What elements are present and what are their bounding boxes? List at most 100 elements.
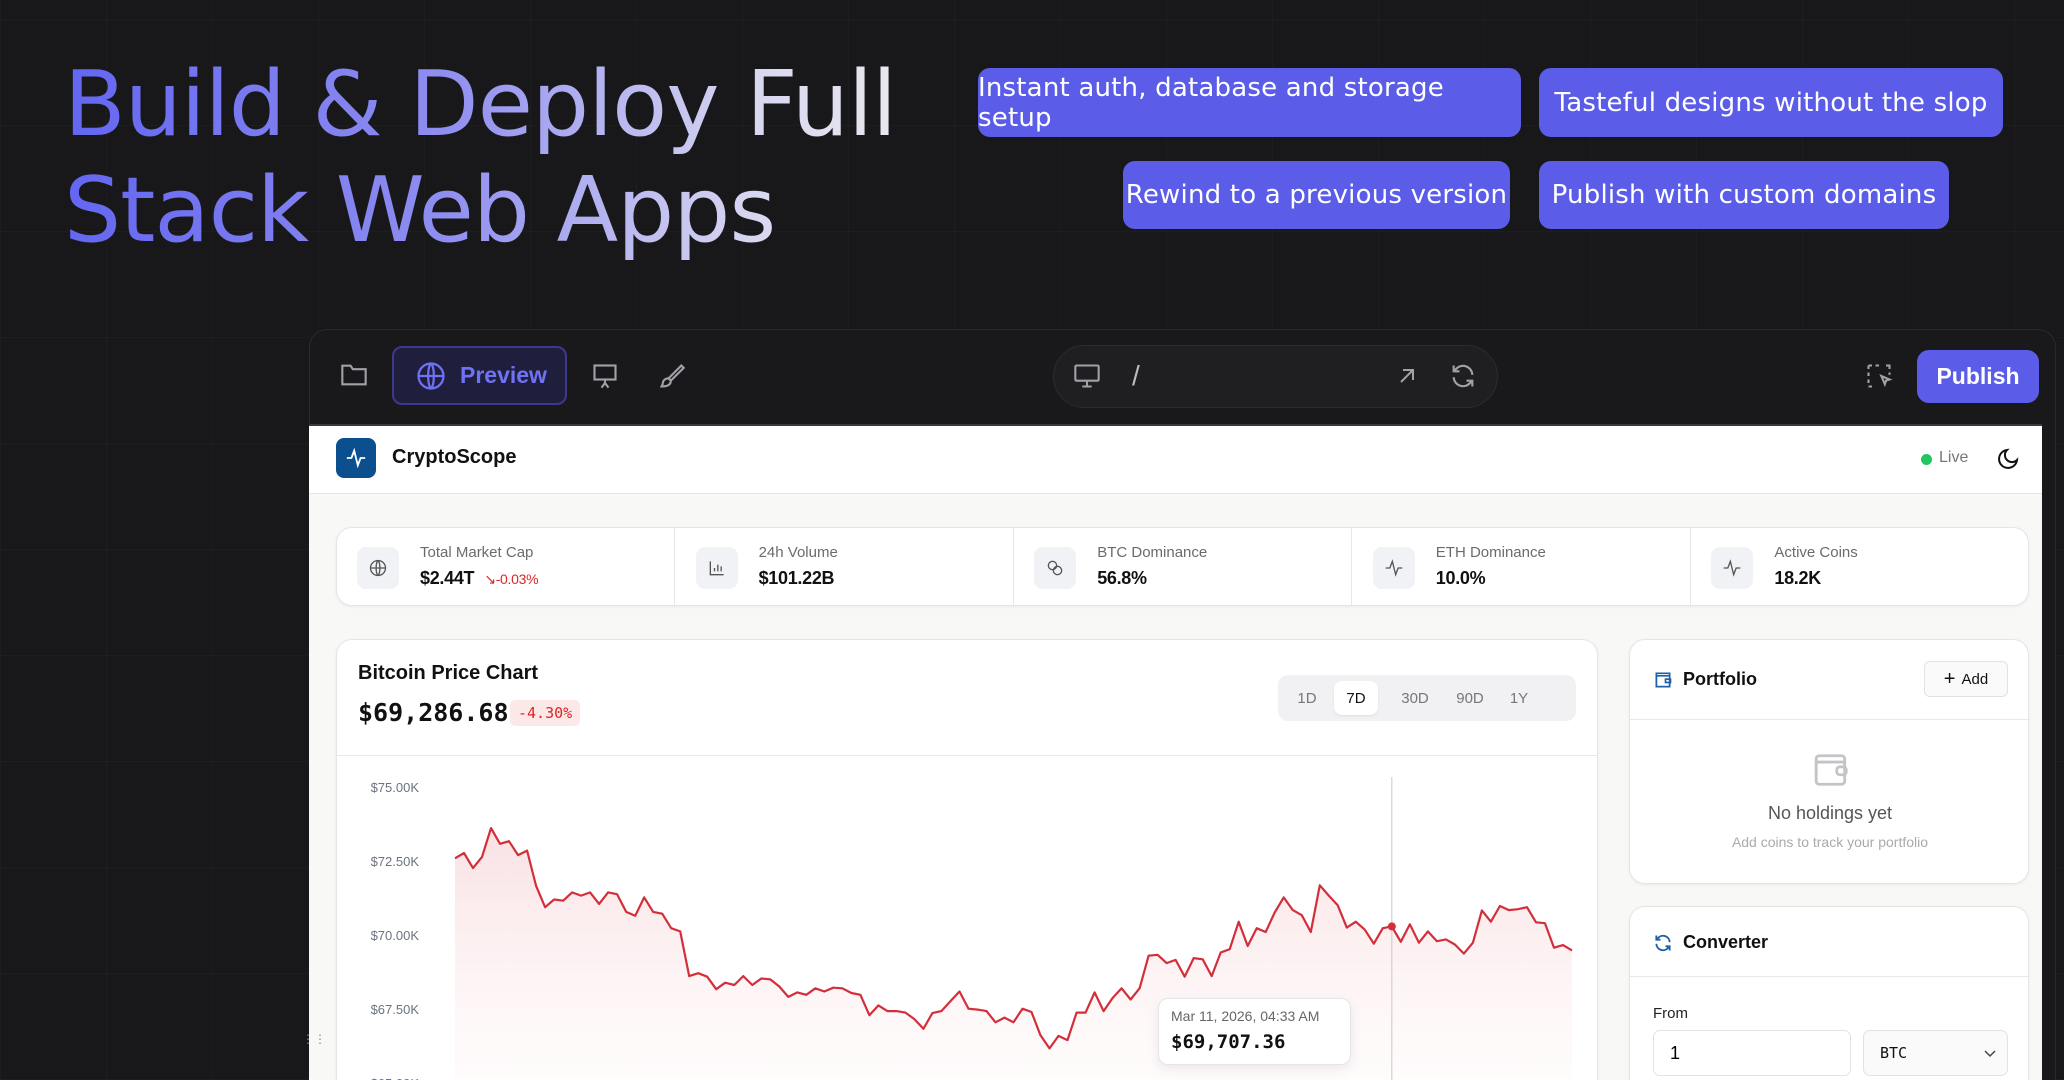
chart-tooltip: Mar 11, 2026, 04:33 AM $69,707.36 <box>1158 998 1351 1065</box>
y-tick-label: $65.00K <box>371 1076 420 1080</box>
moon-icon[interactable] <box>1996 447 2020 476</box>
add-label: Add <box>1961 670 1989 688</box>
y-tick-label: $67.50K <box>371 1002 420 1017</box>
hover-point <box>1387 922 1396 931</box>
stat-value-text: 56.8% <box>1097 568 1147 588</box>
converter-header: Converter <box>1630 907 2028 977</box>
wallet-empty-icon <box>1814 754 1848 786</box>
wallet-icon <box>1655 672 1672 688</box>
activity-icon <box>346 447 366 469</box>
publish-button[interactable]: Publish <box>1917 350 2039 403</box>
stat-value-text: 18.2K <box>1774 568 1821 588</box>
feature-pill-designs: Tasteful designs without the slop <box>1539 68 2003 137</box>
feature-pill-domains: Publish with custom domains <box>1539 161 1949 229</box>
feature-pill-auth: Instant auth, database and storage setup <box>978 68 1521 137</box>
y-tick-label: $70.00K <box>371 928 420 943</box>
feature-pill-rewind: Rewind to a previous version <box>1123 161 1510 229</box>
live-status: Live <box>1939 449 1969 466</box>
app-logo <box>336 438 376 478</box>
activity-icon <box>1711 547 1754 589</box>
app-name: CryptoScope <box>392 446 517 468</box>
stat-label: Total Market Cap <box>420 544 534 561</box>
portfolio-header: Portfolio + Add <box>1630 640 2030 720</box>
drag-handle-icon[interactable]: ⋮⋮ <box>302 1032 326 1046</box>
globe-icon <box>417 361 445 390</box>
range-tab-7d[interactable]: 7D <box>1334 681 1378 715</box>
app-preview: CryptoScope Live Total Market Cap $2.44T… <box>309 424 2042 1080</box>
price-line <box>454 827 1573 1050</box>
stat-change: ↘-0.03% <box>484 571 538 587</box>
tooltip-date: Mar 11, 2026, 04:33 AM <box>1171 1008 1320 1024</box>
stat-24h-volume: 24h Volume $101.22B <box>676 528 1014 605</box>
range-selector: 1D 7D 30D 90D 1Y <box>1278 675 1576 721</box>
globe-icon <box>357 547 399 589</box>
app-header: CryptoScope Live <box>309 426 2042 494</box>
tooltip-price: $69,707.36 <box>1171 1031 1286 1053</box>
price-chart-card: Bitcoin Price Chart $69,286.68 -4.30% 1D… <box>336 639 1598 1080</box>
range-tab-1y[interactable]: 1Y <box>1509 689 1529 707</box>
y-tick-label: $75.00K <box>371 780 420 795</box>
stat-total-market-cap: Total Market Cap $2.44T ↘-0.03% <box>337 528 675 605</box>
stat-value: $2.44T ↘-0.03% <box>420 568 539 589</box>
stat-label: Active Coins <box>1774 544 1858 561</box>
hero-heading: Build & Deploy Full Stack Web Apps <box>64 52 897 264</box>
stat-btc-dominance: BTC Dominance 56.8% <box>1014 528 1353 605</box>
stat-value-text: 10.0% <box>1435 568 1486 588</box>
price-area <box>455 828 1572 1080</box>
empty-title: No holdings yet <box>1767 803 1893 823</box>
presentation-icon[interactable] <box>591 362 619 395</box>
hero-line-2: Stack Web Apps <box>64 158 776 263</box>
range-tab-1d[interactable]: 1D <box>1297 689 1317 707</box>
current-price: $69,286.68 <box>358 698 509 727</box>
converter-title: Converter <box>1683 932 1769 952</box>
stat-value: 18.2K <box>1774 568 1821 589</box>
brush-icon[interactable] <box>658 362 686 395</box>
price-change-badge: -4.30% <box>510 700 581 726</box>
bar-chart-icon <box>695 547 738 589</box>
portfolio-card: Portfolio + Add No holdings yet Add coin… <box>1629 639 2030 884</box>
refresh-icon[interactable] <box>1449 362 1477 395</box>
stat-active-coins: Active Coins 18.2K <box>1691 528 2028 605</box>
from-label: From <box>1653 1005 1688 1022</box>
external-link-icon[interactable] <box>1395 364 1419 393</box>
y-tick-label: $72.50K <box>371 854 420 869</box>
stat-label: ETH Dominance <box>1435 544 1546 561</box>
add-holding-button[interactable]: + Add <box>1924 661 2008 697</box>
select-element-icon[interactable] <box>1865 362 1893 395</box>
activity-icon <box>1372 547 1415 589</box>
url-bar[interactable] <box>1053 345 1498 408</box>
stat-label: BTC Dominance <box>1097 544 1208 561</box>
stat-value-text: $2.44T <box>420 568 475 588</box>
empty-subtitle: Add coins to track your portfolio <box>1731 834 1929 850</box>
stat-change-text: -0.03% <box>495 571 539 587</box>
chart-title: Bitcoin Price Chart <box>358 662 539 684</box>
folder-icon[interactable] <box>340 362 368 393</box>
converter-card: Converter From BTC <box>1629 906 2029 1080</box>
stat-label: 24h Volume <box>758 544 838 561</box>
monitor-icon[interactable] <box>1073 362 1101 395</box>
preview-label: Preview <box>460 362 547 388</box>
from-coin-value: BTC <box>1880 1044 1908 1062</box>
refresh-icon <box>1655 934 1671 952</box>
range-tab-30d[interactable]: 30D <box>1401 689 1429 707</box>
stat-value: $101.22B <box>759 568 835 589</box>
stat-eth-dominance: ETH Dominance 10.0% <box>1353 528 1691 605</box>
trend-down-icon: ↘ <box>484 571 496 587</box>
hero-line-1: Build & Deploy Full <box>64 52 897 157</box>
portfolio-title: Portfolio <box>1683 669 1757 689</box>
plus-icon: + <box>1943 667 1956 690</box>
chevron-down-icon <box>1984 1050 1996 1058</box>
from-amount-input[interactable] <box>1653 1030 1851 1076</box>
preview-tab[interactable]: Preview <box>392 346 567 405</box>
stat-value: 56.8% <box>1097 568 1147 589</box>
stat-value: 10.0% <box>1436 568 1486 589</box>
market-stats: Total Market Cap $2.44T ↘-0.03% 24h Volum… <box>336 527 2029 606</box>
from-coin-select[interactable]: BTC <box>1863 1030 2008 1076</box>
stat-value-text: $101.22B <box>758 568 835 588</box>
live-dot <box>1921 454 1932 465</box>
price-chart[interactable]: $75.00K $72.50K $70.00K $67.50K $65.00K <box>337 640 1598 1080</box>
range-tab-90d[interactable]: 90D <box>1456 689 1484 707</box>
url-path[interactable]: / <box>1132 360 1140 391</box>
coins-icon <box>1034 547 1077 589</box>
divider <box>337 755 1597 756</box>
